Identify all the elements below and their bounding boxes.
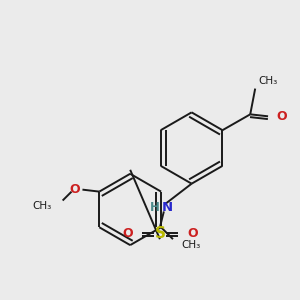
Text: O: O <box>69 183 80 196</box>
Text: CH₃: CH₃ <box>181 240 200 250</box>
Text: O: O <box>187 227 198 240</box>
Text: O: O <box>122 227 133 240</box>
Text: H: H <box>150 201 160 214</box>
Text: S: S <box>154 226 165 241</box>
Text: O: O <box>276 110 286 123</box>
Text: CH₃: CH₃ <box>32 202 52 212</box>
Text: N: N <box>161 201 172 214</box>
Text: CH₃: CH₃ <box>258 76 278 85</box>
